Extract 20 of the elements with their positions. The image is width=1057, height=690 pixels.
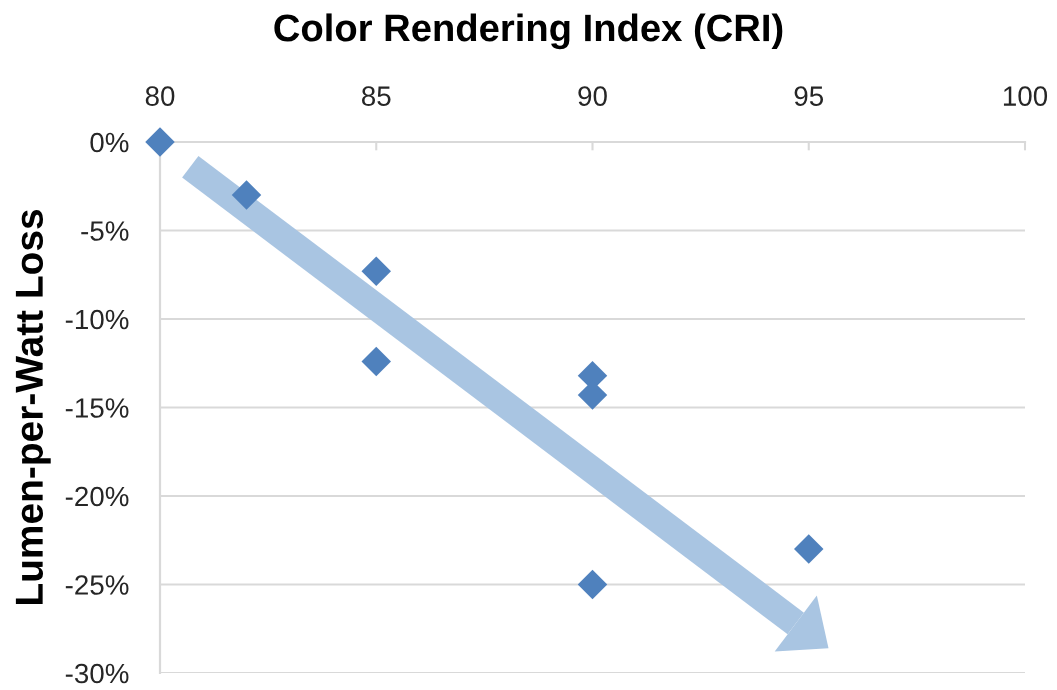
y-axis-title: Lumen-per-Watt Loss <box>15 209 51 604</box>
x-tick-label: 100 <box>1003 86 1048 106</box>
point <box>577 569 608 600</box>
y-tick-label: -25% <box>65 575 129 595</box>
y-tick-label: -15% <box>65 398 129 418</box>
y-tick-label: -5% <box>81 221 129 241</box>
x-axis-title: Color Rendering Index (CRI) <box>274 13 783 50</box>
y-tick-label: -30% <box>65 663 129 684</box>
point <box>794 534 824 564</box>
point <box>361 346 391 377</box>
point <box>231 180 262 210</box>
x-tick-label: 90 <box>578 86 607 106</box>
x-tick-label: 85 <box>362 86 391 106</box>
point <box>145 127 175 157</box>
y-tick-label: -20% <box>65 486 129 507</box>
y-tick-label: 0% <box>90 132 129 153</box>
point <box>361 256 391 286</box>
x-tick-label: 95 <box>794 86 824 106</box>
x-tick-label: 80 <box>145 86 175 106</box>
y-tick-label: -10% <box>65 309 129 330</box>
